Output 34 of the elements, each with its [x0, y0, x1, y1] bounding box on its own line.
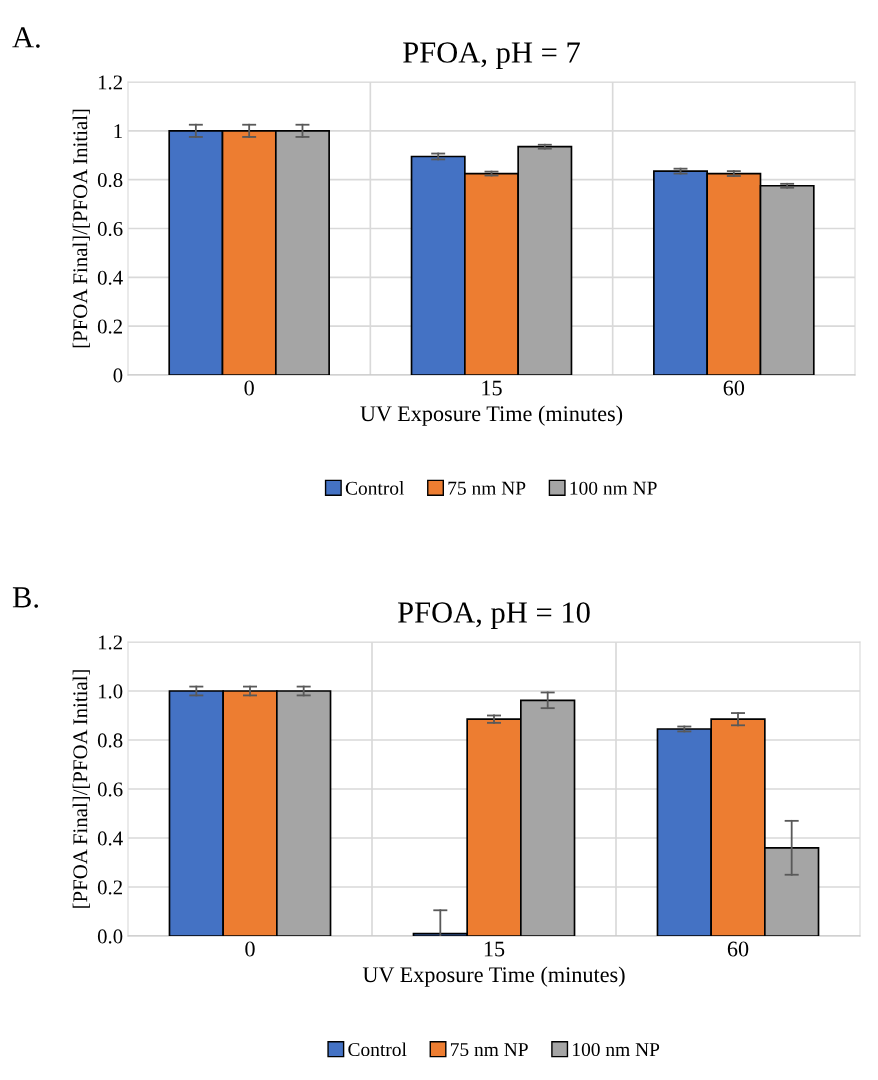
y-tick-label: 0.2: [97, 880, 122, 895]
legend-label: Control: [348, 1042, 407, 1057]
chart-title: PFOA, pH = 10: [397, 602, 590, 630]
y-tick-label: 0.2: [97, 319, 122, 334]
x-axis-title: UV Exposure Time (minutes): [362, 966, 625, 987]
text: A.: [12, 27, 40, 48]
chart-title: PFOA, pH = 7: [403, 42, 580, 70]
y-tick-label: 0.4: [97, 270, 123, 285]
y-tick-label: 0.4: [97, 831, 123, 846]
x-axis-title: UV Exposure Time (minutes): [360, 405, 623, 426]
text: B.: [12, 587, 38, 608]
legend-label: 100 nm NP: [570, 481, 657, 495]
x-tick-label: 60: [723, 380, 745, 396]
x-tick-label: 15: [482, 380, 502, 396]
x-tick-label: 60: [727, 941, 749, 957]
legend-label: Control: [345, 481, 405, 495]
y-tick-label: 1.2: [98, 635, 122, 650]
x-tick-label: 0: [244, 380, 254, 396]
y-tick-label: 0.8: [97, 173, 123, 188]
x-tick-label: 15: [484, 941, 505, 957]
y-tick-label: 0.8: [97, 733, 123, 748]
y-axis-title: [PFOA Final]/[PFOA Initial]: [72, 109, 90, 348]
y-tick-label: 1: [114, 124, 122, 139]
y-tick-label: 0.0: [97, 929, 123, 944]
legend-label: 75 nm NP: [450, 1043, 528, 1057]
y-tick-label: 0: [113, 368, 123, 383]
y-tick-label: 0.6: [97, 221, 123, 237]
x-tick-label: 0: [245, 941, 255, 957]
y-tick-label: 1.2: [98, 75, 122, 90]
y-tick-label: 1.0: [98, 684, 123, 699]
legend-label: 100 nm NP: [573, 1042, 660, 1057]
y-tick-label: 0.6: [97, 782, 123, 797]
legend-label: 75 nm NP: [448, 481, 526, 495]
y-axis-title: [PFOA Final]/[PFOA Initial]: [72, 670, 90, 908]
